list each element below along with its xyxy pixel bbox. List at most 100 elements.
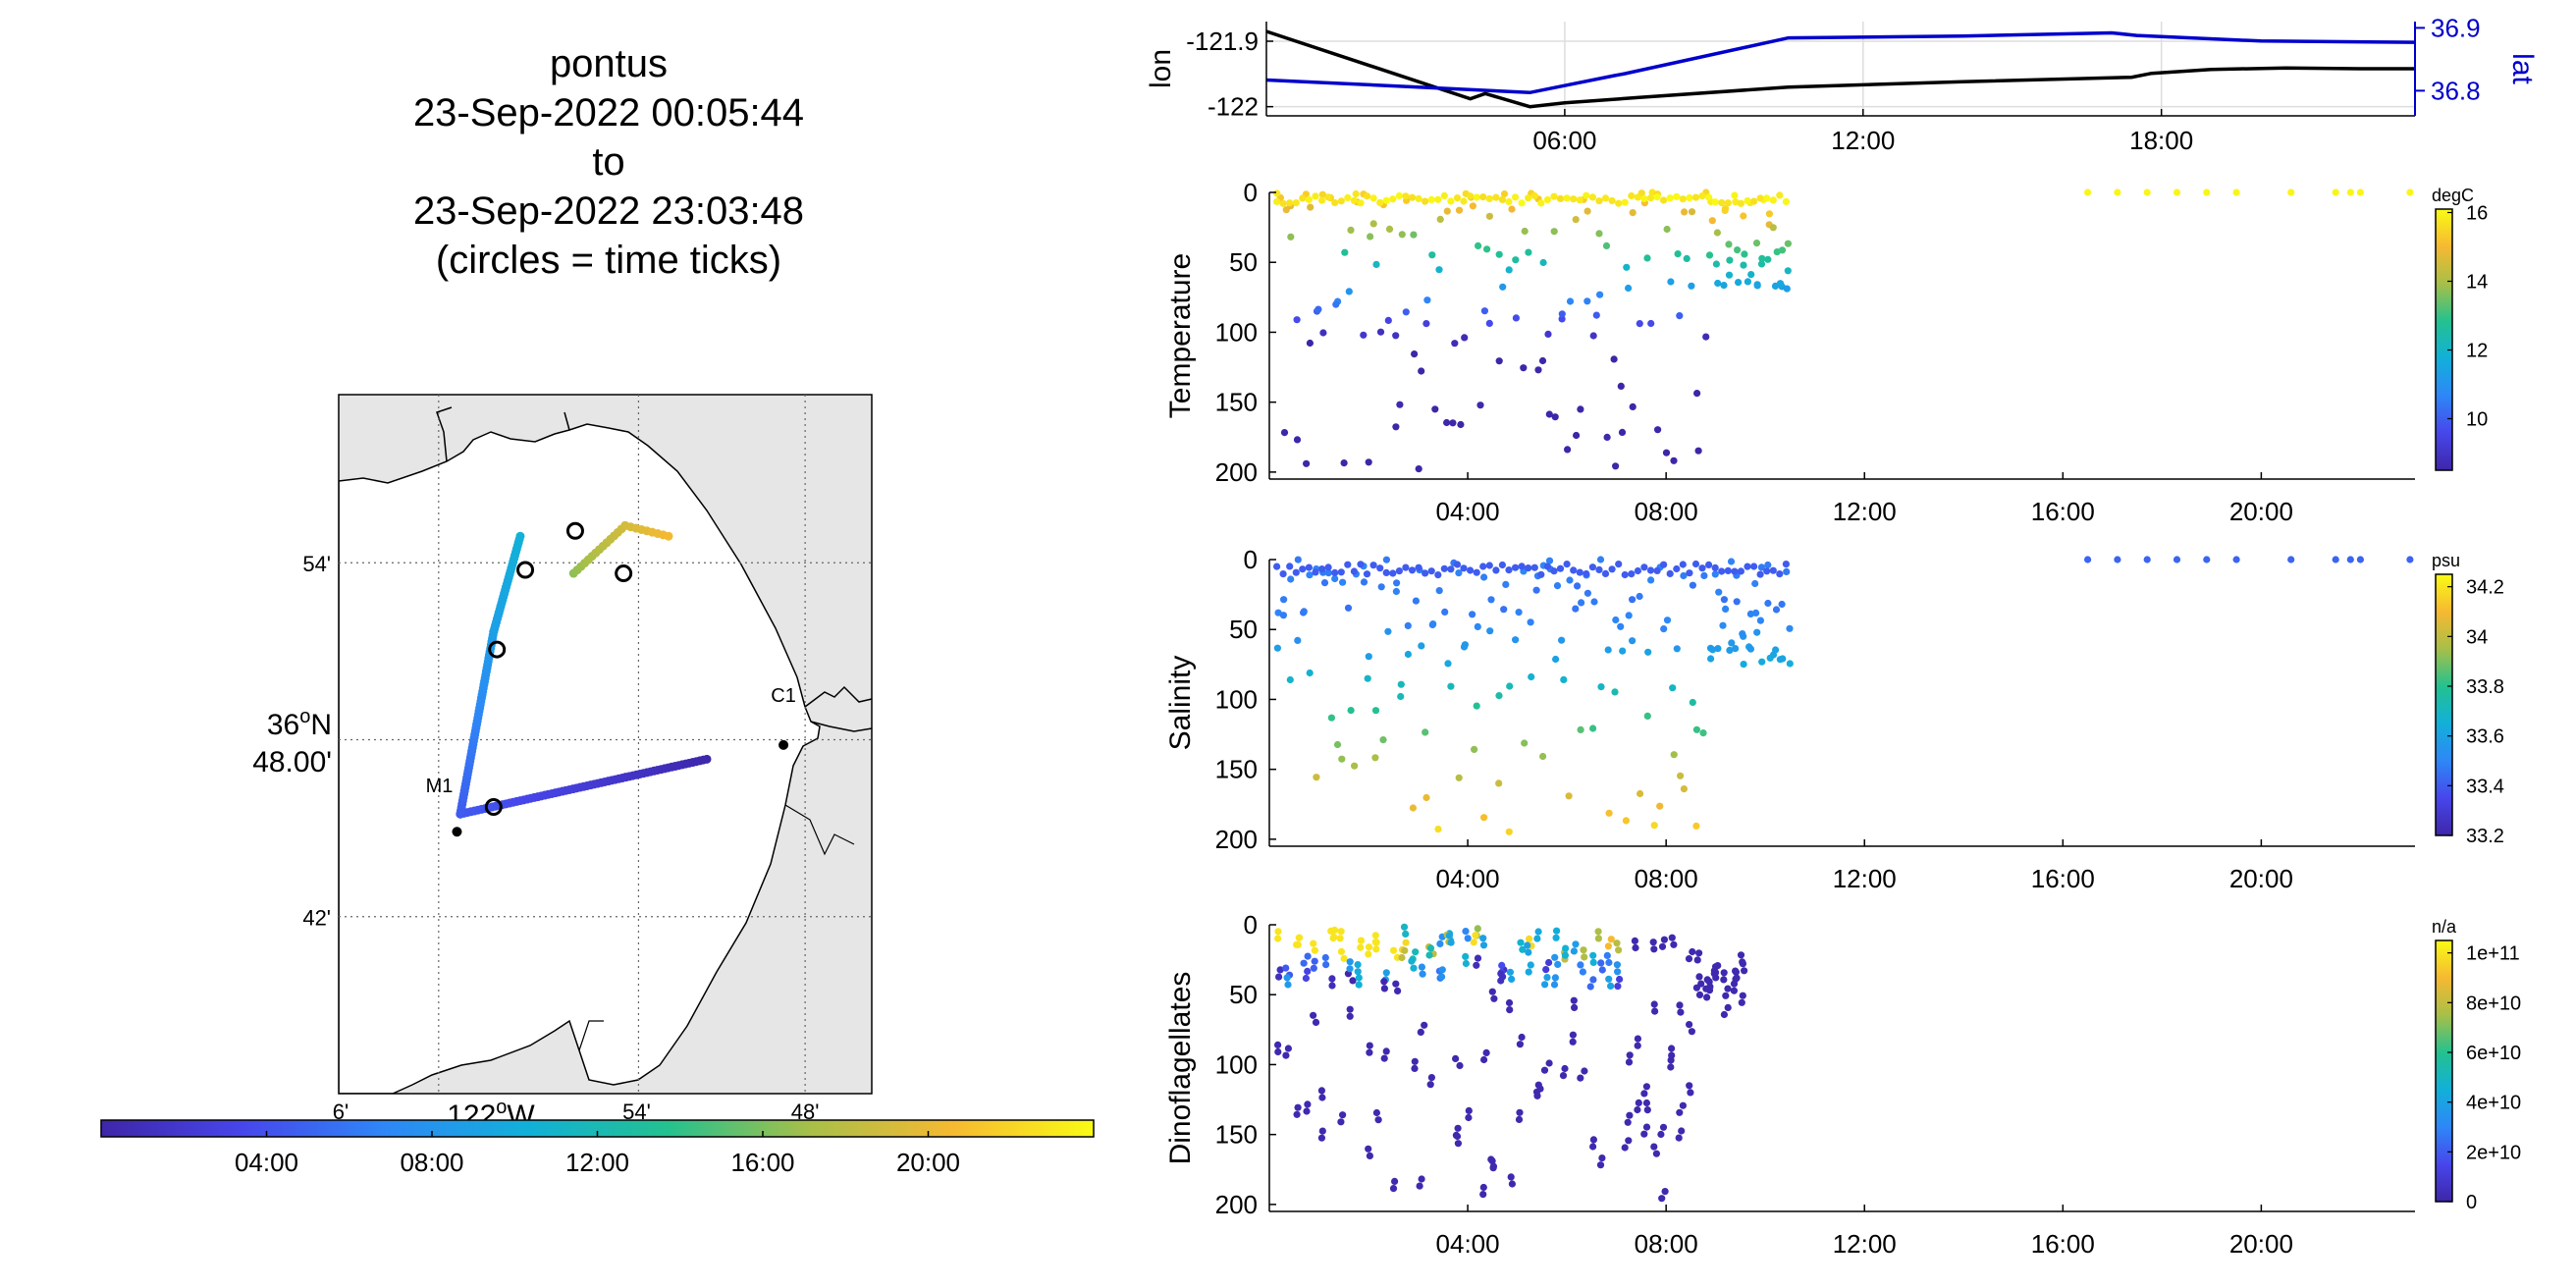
salinity-point (1583, 569, 1590, 578)
salinity-point (1382, 568, 1390, 577)
temperature-point (2232, 188, 2240, 196)
temperature-point (2346, 188, 2354, 196)
salinity-point (1629, 637, 1637, 645)
salinity-point (1578, 599, 1585, 607)
temperature-point (1384, 316, 1392, 324)
dinoflagellates-point (1649, 939, 1657, 946)
temperature-point (1352, 189, 1360, 198)
salinity-point (1640, 564, 1648, 571)
nav-xtick-label: 12:00 (1831, 126, 1895, 155)
dinoflagellates-point (1598, 1154, 1606, 1162)
dinoflagellates-point (1693, 956, 1701, 964)
dinoflagellates-colorbar-tick-label: 2e+10 (2466, 1142, 2521, 1163)
dinoflagellates-point (1616, 975, 1624, 984)
temperature-point (1428, 251, 1436, 259)
temperature-point (1312, 192, 1319, 200)
dinoflagellates-point (1487, 1155, 1495, 1163)
dinoflagellates-point (1337, 928, 1345, 936)
salinity-point (1621, 570, 1629, 579)
temperature-point (1636, 320, 1643, 328)
dinoflagellates-point (1621, 1144, 1629, 1152)
time-tick-circle (516, 561, 535, 579)
dinoflagellates-point (1419, 970, 1426, 978)
dinoflagellates-point (1479, 941, 1488, 949)
salinity-point (1737, 567, 1744, 575)
temperature-point (1784, 240, 1792, 247)
temperature-point (1784, 267, 1792, 275)
dinoflagellates-point (1643, 1106, 1651, 1114)
dinoflagellates-point (1657, 1130, 1665, 1139)
salinity-point (1772, 646, 1780, 654)
salinity-point (1333, 740, 1342, 749)
map-coastline (339, 423, 821, 1094)
dinoflagellates-point (1382, 1047, 1390, 1055)
dinoflagellates-point (1472, 932, 1479, 939)
temperature-panel: 0 50 100 150 200 04:00 08:00 12:00 16:00 20:00 Tem… (1164, 178, 2488, 526)
nav-ytick-label-right: 36.8 (2431, 76, 2481, 105)
dinoflagellates-point (1626, 1051, 1634, 1059)
temperature-ytick-label: 0 (1244, 178, 1258, 207)
salinity-point (1279, 570, 1287, 578)
temperature-point (1512, 256, 1520, 264)
temperature-colorbar-tick-label: 10 (2466, 409, 2488, 431)
salinity-point (1395, 567, 1403, 575)
dinoflagellates-point (1366, 1152, 1373, 1159)
salinity-point (1570, 566, 1578, 574)
dinoflagellates-point (1421, 1021, 1428, 1029)
dinoflagellates-point (1615, 946, 1623, 954)
dinoflagellates-point (1329, 935, 1337, 942)
dinoflagellates-colorbar (2435, 939, 2453, 1203)
salinity-point (1479, 563, 1487, 570)
salinity-point (1286, 563, 1294, 570)
temperature-point (1725, 271, 1734, 279)
salinity-point (1608, 565, 1616, 573)
dinoflagellates-xtick-label: 16:00 (2031, 1229, 2095, 1259)
salinity-point (1331, 574, 1339, 583)
temperature-point (1711, 198, 1719, 206)
temperature-point (1725, 241, 1733, 248)
dinoflagellates-point (1488, 988, 1496, 995)
temperature-point (1483, 245, 1491, 253)
temperature-point (1643, 254, 1651, 262)
salinity-point (1294, 636, 1302, 645)
temperature-point (1662, 449, 1671, 456)
dinoflagellates-point (1328, 982, 1336, 990)
salinity-point (1689, 581, 1696, 589)
salinity-point (1692, 725, 1700, 733)
salinity-point (1422, 728, 1429, 736)
salinity-point (1605, 809, 1613, 817)
salinity-point (1397, 692, 1405, 701)
temperature-point (1367, 233, 1374, 241)
temperature-point (1563, 194, 1571, 202)
dinoflagellates-point (1614, 983, 1622, 991)
dinoflagellates-point (1540, 1066, 1549, 1074)
dinoflagellates-point (1580, 946, 1587, 954)
temperature-point (1467, 192, 1475, 200)
temperature-point (1744, 196, 1751, 205)
salinity-point (1331, 568, 1339, 577)
dinoflagellates-point (1398, 953, 1406, 962)
temperature-point (1618, 428, 1627, 436)
dinoflagellates-point (1506, 1006, 1514, 1014)
temperature-point (1612, 462, 1620, 470)
dinoflagellates-point (1676, 1108, 1684, 1116)
salinity-point (1338, 755, 1346, 763)
dinoflagellates-point (1498, 961, 1506, 970)
dinoflagellates-point (1372, 1108, 1380, 1117)
salinity-point (1532, 586, 1540, 594)
salinity-point (1673, 645, 1681, 653)
dinoflagellates-point (1516, 1041, 1524, 1048)
dinoflagellates-point (1658, 942, 1667, 950)
salinity-point (1537, 570, 1545, 578)
salinity-point (1666, 569, 1674, 578)
salinity-point (1351, 762, 1359, 770)
salinity-point (1778, 600, 1786, 609)
dinoflagellates-point (1296, 934, 1304, 941)
dinoflagellates-point (1545, 1059, 1553, 1067)
dinoflagellates-point (1505, 998, 1514, 1007)
salinity-xtick-label: 12:00 (1833, 864, 1897, 893)
salinity-point (1418, 642, 1425, 650)
dinoflagellates-point (1462, 952, 1470, 961)
dinoflagellates-point (1545, 958, 1553, 967)
